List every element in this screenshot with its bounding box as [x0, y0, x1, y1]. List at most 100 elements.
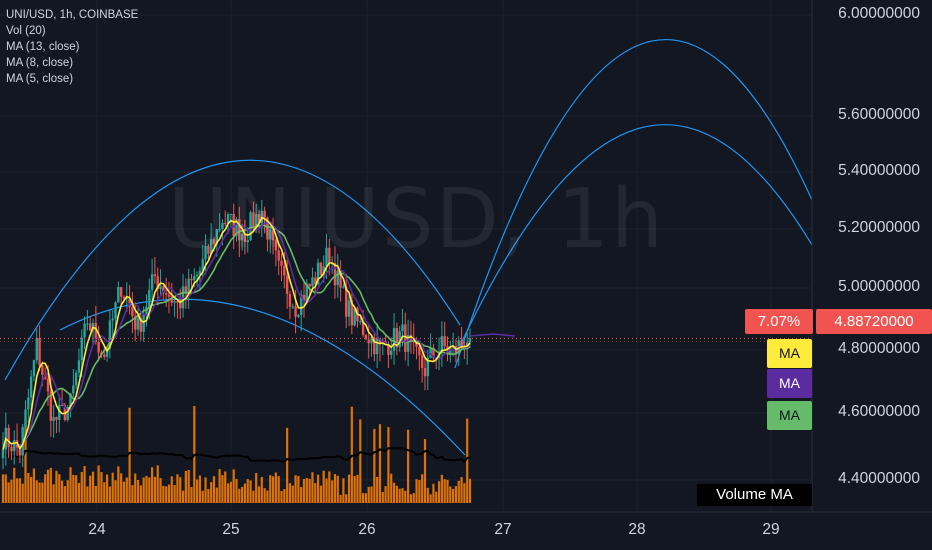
candle-body [212, 239, 216, 245]
candle-body [254, 214, 258, 229]
volume-bar [308, 478, 311, 503]
candle-body [179, 302, 182, 309]
volume-bar [263, 488, 266, 503]
candle-body [173, 301, 176, 303]
volume-bar [15, 478, 19, 503]
price-tick-label: 5.60000000 [838, 106, 920, 123]
volume-bar [125, 477, 128, 503]
candle-body [429, 347, 432, 358]
time-tick-label: 29 [762, 521, 780, 538]
volume-bar [255, 472, 258, 503]
candle-body [224, 222, 227, 224]
candle-body [221, 222, 224, 229]
candle-body [345, 286, 348, 317]
volume-bar [176, 474, 179, 503]
candle-body [353, 307, 356, 326]
candle-body [156, 276, 159, 289]
candle-body [294, 306, 297, 317]
moving-average-lines [2, 216, 516, 450]
candle-body [122, 296, 126, 299]
candle-body [420, 355, 424, 369]
price-tick-label: 6.00000000 [838, 5, 920, 22]
ma13-tag: MA [767, 401, 812, 430]
volume-bar [179, 477, 182, 503]
volume-bar [13, 467, 16, 503]
legend-symbol[interactable]: UNI/USD, 1h, COINBASE [6, 9, 139, 21]
volume-bar [207, 489, 210, 503]
candle-body [148, 289, 151, 307]
volume-bar [153, 476, 157, 503]
price-tick-label: 4.60000000 [838, 403, 920, 420]
time-tick-label: 26 [358, 521, 376, 538]
volume-bar [210, 482, 213, 503]
volume-bar [426, 487, 429, 503]
candle-body [128, 298, 131, 307]
candle-body [314, 277, 317, 285]
volume-bar [390, 473, 393, 503]
volume-bar [18, 478, 21, 503]
candle-body [291, 306, 294, 308]
volume-bar [407, 429, 410, 503]
candle-body [164, 293, 168, 295]
candle-body [176, 301, 179, 303]
arc-line [4, 159, 461, 381]
candle-body [263, 210, 266, 218]
volume-bar [108, 486, 112, 503]
volume-bar [280, 490, 283, 503]
candle-body [229, 214, 233, 216]
volume-bar [97, 465, 100, 503]
candle-body [187, 278, 190, 294]
candle-body [10, 446, 13, 452]
candle-body [41, 365, 44, 375]
price-tick-label: 5.20000000 [838, 219, 920, 236]
candle-body [308, 283, 311, 287]
candle-body [395, 328, 399, 348]
volume-bar [398, 488, 401, 503]
candle-body [159, 286, 162, 289]
volume-bar [271, 476, 275, 503]
volume-bar [376, 476, 379, 503]
legend-volume[interactable]: Vol (20) [6, 25, 46, 37]
price-tick-label: 5.40000000 [838, 162, 920, 179]
candle-body [226, 214, 230, 224]
candle-body [218, 228, 221, 230]
volume-bar [257, 486, 261, 503]
candle-body [77, 360, 81, 373]
volume-bar [159, 478, 162, 503]
ma-8-extension [469, 333, 516, 337]
candle-body [27, 397, 30, 410]
volume-bar [449, 486, 452, 503]
volume-bar [30, 476, 33, 503]
candle-body [364, 334, 368, 340]
legend-ma5[interactable]: MA (5, close) [6, 73, 74, 85]
volume-bar [38, 482, 41, 503]
volume-bar [370, 486, 373, 503]
volume-bar [114, 480, 117, 503]
volume-bar [89, 475, 92, 503]
volume-bar [226, 483, 230, 503]
volume-bar [443, 479, 446, 503]
legend-ma13[interactable]: MA (13, close) [6, 41, 80, 53]
volume-bar [356, 474, 359, 503]
candle-body [311, 277, 314, 287]
candle-body [125, 298, 128, 300]
candle-body [246, 240, 249, 243]
candle-body [426, 357, 430, 377]
ma5-tag: MA [767, 339, 812, 368]
volume-bar [359, 419, 362, 503]
volume-bar [41, 482, 44, 503]
volume-bar [440, 474, 443, 503]
volume-bar [415, 479, 418, 503]
candle-body [333, 263, 337, 286]
candle-body [153, 274, 157, 277]
volume-bar [204, 477, 207, 503]
candle-body [283, 265, 286, 276]
candle-body [204, 246, 207, 260]
candle-body [167, 294, 171, 297]
candle-body [387, 344, 390, 355]
legend-ma8[interactable]: MA (8, close) [6, 57, 74, 69]
candle-body [69, 393, 72, 408]
candle-body [390, 350, 393, 355]
candle-body [150, 274, 154, 290]
